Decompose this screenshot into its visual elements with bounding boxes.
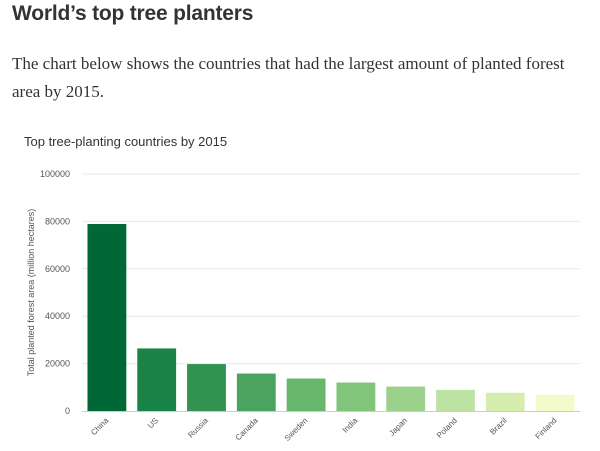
x-tick-label: Canada [234,416,261,443]
x-tick-label: Russia [186,416,210,440]
bar-chart: Top tree-planting countries by 2015 0 200… [24,134,580,443]
x-tick-label: India [341,416,360,435]
y-axis-title: Total planted forest area (million hecta… [26,209,36,377]
bars [87,224,575,411]
x-tick-label: Japan [387,416,409,438]
bar-japan[interactable] [386,386,426,411]
y-tick-label: 0 [65,406,70,416]
bar-brazil[interactable] [485,392,525,411]
bar-us[interactable] [137,348,177,411]
gridlines [82,173,580,365]
x-tick-label: Sweden [283,416,310,443]
y-tick-label: 100000 [40,169,70,179]
y-tick-label: 20000 [45,359,70,369]
x-tick-label: Finland [534,416,559,441]
chart-title: Top tree-planting countries by 2015 [24,134,227,149]
y-tick-label: 60000 [45,264,70,274]
bar-india[interactable] [336,382,376,411]
bar-finland[interactable] [535,394,575,411]
x-tick-label: Poland [435,416,459,440]
y-axis-ticks: 0 20000 40000 60000 80000 100000 [40,169,70,416]
bar-sweden[interactable] [286,378,326,411]
bar-russia[interactable] [187,364,226,411]
y-tick-label: 40000 [45,311,70,321]
article-intro: The chart below shows the countries that… [12,54,565,101]
y-tick-label: 80000 [45,216,70,226]
x-tick-label: Brazil [488,416,509,437]
x-tick-label: China [89,416,111,438]
x-axis-labels: China US Russia Canada Sweden India Japan Polan… [89,416,558,443]
bar-canada[interactable] [236,373,276,411]
bar-china[interactable] [87,224,127,411]
bar-poland[interactable] [436,389,475,411]
article-heading: World’s top tree planters [12,2,254,25]
x-tick-label: US [146,416,160,430]
